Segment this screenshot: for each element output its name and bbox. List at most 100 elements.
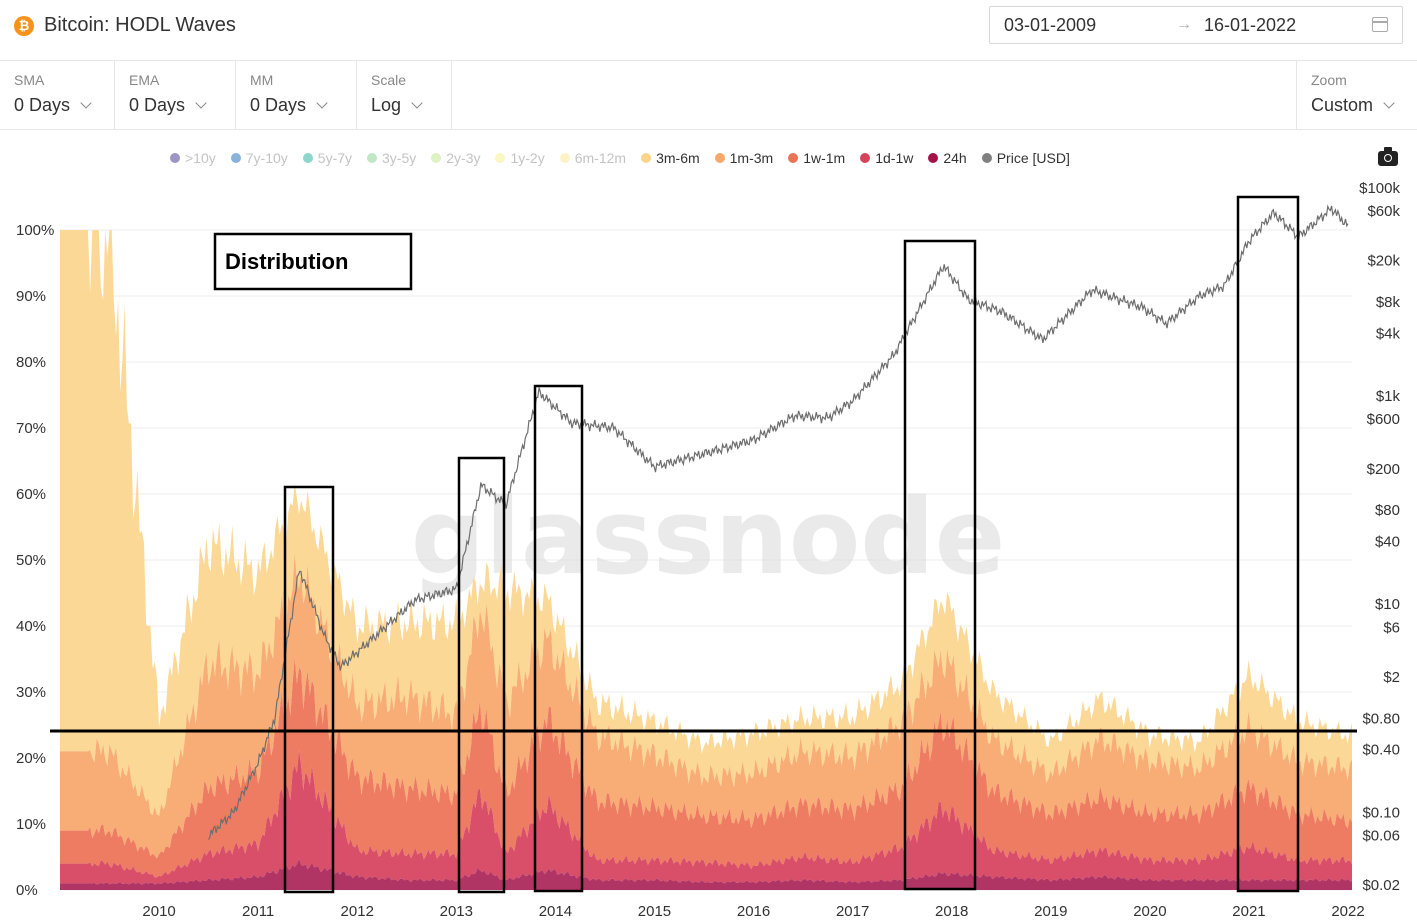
y-right-tick-label: $20k <box>1367 253 1400 270</box>
price-series <box>208 204 1349 840</box>
legend-dot-icon <box>302 153 313 164</box>
legend-item[interactable]: >10y <box>170 150 216 166</box>
legend-item[interactable]: 3y-5y <box>367 150 416 166</box>
distribution-box <box>1236 195 1300 893</box>
annotations: Distribution <box>50 195 1357 894</box>
legend-dot-icon <box>981 153 992 164</box>
camera-icon[interactable] <box>1378 147 1398 166</box>
scale-label: Scale <box>371 72 407 88</box>
chevron-down-icon <box>316 97 328 109</box>
y-right-tick-label: $200 <box>1367 461 1400 478</box>
legend-label: 3y-5y <box>382 150 417 166</box>
date-end-input[interactable]: 16-01-2022 <box>1204 15 1297 35</box>
x-tick-label: 2022 <box>1331 903 1364 920</box>
ema-dropdown[interactable]: EMA 0 Days <box>115 61 236 129</box>
legend-label: 3m-6m <box>656 150 700 166</box>
legend-label: 1w-1m <box>803 150 846 166</box>
y-left-tick-label: 50% <box>16 552 46 569</box>
y-right-tick-label: $0.02 <box>1362 877 1400 894</box>
legend-label: 5y-7y <box>317 150 353 166</box>
y-right-tick-label: $10 <box>1375 596 1400 613</box>
y-right-tick-label: $0.80 <box>1362 710 1400 727</box>
chevron-down-icon <box>411 97 423 109</box>
area-1m-3m <box>60 552 1352 859</box>
x-tick-label: 2018 <box>935 903 968 920</box>
y-right-tick-label: $100k <box>1359 180 1400 197</box>
sma-value[interactable]: 0 Days <box>14 95 92 116</box>
legend-item[interactable]: 1d-1w <box>860 150 913 166</box>
legend-item[interactable]: 2y-3y <box>431 150 480 166</box>
legend-dot-icon <box>170 153 180 164</box>
legend-item[interactable]: Price [USD] <box>981 150 1070 166</box>
legend-item[interactable]: 1w-1m <box>788 150 845 166</box>
date-range-picker[interactable]: 03-01-2009 → 16-01-2022 <box>989 6 1403 44</box>
annotation-box <box>213 232 413 291</box>
bitcoin-logo-icon: ₿ <box>14 16 34 36</box>
x-tick-label: 2016 <box>737 903 770 920</box>
legend-item[interactable]: 5y-7y <box>302 150 353 166</box>
y-left-tick-label: 20% <box>16 750 46 767</box>
zoom-value[interactable]: Custom <box>1311 95 1395 116</box>
x-tick-label: 2012 <box>341 903 374 920</box>
x-tick-label: 2015 <box>638 903 671 920</box>
hodl-waves-chart: glassnode 0%10%20%30%40%50%60%70%80%90%1… <box>16 180 1401 920</box>
legend-dot-icon <box>860 153 871 164</box>
ema-value[interactable]: 0 Days <box>129 95 207 116</box>
y-left-tick-label: 0% <box>16 882 38 899</box>
y-right-tick-label: $600 <box>1367 411 1400 428</box>
legend-dot-icon <box>230 153 241 164</box>
y-right-tick-label: $60k <box>1367 203 1400 220</box>
legend-item[interactable]: 7y-10y <box>230 150 288 166</box>
x-tick-label: 2021 <box>1232 903 1265 920</box>
y-right-tick-label: $1k <box>1376 388 1401 405</box>
x-axis: 2010 2011 2012 2013 2014 2015 2016 2017 2018 2019… <box>142 903 1364 920</box>
price-line <box>208 204 1349 840</box>
y-left-tick-label: 70% <box>16 420 46 437</box>
legend-item[interactable]: 3m-6m <box>641 150 700 166</box>
y-left-axis: 0% 10% 20% 30% 40% 50% 60% 70% 80% 90% 100% <box>16 222 54 899</box>
date-start-input[interactable]: 03-01-2009 <box>1004 15 1097 35</box>
y-left-tick-label: 40% <box>16 618 46 635</box>
legend-dot-icon <box>714 153 725 164</box>
y-right-tick-label: $80 <box>1375 502 1400 519</box>
x-tick-label: 2020 <box>1133 903 1166 920</box>
y-right-tick-label: $4k <box>1376 325 1401 342</box>
legend-dot-icon <box>495 153 506 164</box>
legend-dot-icon <box>788 153 799 164</box>
sma-dropdown[interactable]: SMA 0 Days <box>0 61 115 129</box>
y-left-tick-label: 100% <box>16 222 54 239</box>
y-right-tick-label: $0.40 <box>1362 742 1400 759</box>
legend-label: >10y <box>185 150 216 166</box>
area-3m-6m <box>60 230 1352 816</box>
zoom-dropdown[interactable]: Zoom Custom <box>1296 61 1417 129</box>
chevron-down-icon <box>80 97 92 109</box>
calendar-icon[interactable] <box>1372 17 1388 32</box>
y-right-tick-label: $40 <box>1375 534 1400 551</box>
mm-value[interactable]: 0 Days <box>250 95 328 116</box>
x-tick-label: 2011 <box>242 903 274 920</box>
y-left-tick-label: 10% <box>16 816 46 833</box>
legend-item[interactable]: 6m-12m <box>559 150 626 166</box>
distribution-box <box>283 485 335 894</box>
legend-item[interactable]: 1y-2y <box>495 150 545 166</box>
y-left-tick-label: 30% <box>16 684 46 701</box>
x-tick-label: 2013 <box>440 903 473 920</box>
legend-dot-icon <box>928 153 939 164</box>
chevron-down-icon <box>195 97 207 109</box>
x-tick-label: 2019 <box>1034 903 1067 920</box>
legend-dot-icon <box>431 153 442 164</box>
chart-controls: SMA 0 Days EMA 0 Days MM 0 Days Scale Lo… <box>0 61 1417 130</box>
mm-dropdown[interactable]: MM 0 Days <box>236 61 357 129</box>
scale-value[interactable]: Log <box>371 95 423 116</box>
scale-dropdown[interactable]: Scale Log <box>357 61 452 129</box>
area-24h <box>60 858 1352 890</box>
y-left-tick-label: 80% <box>16 354 46 371</box>
legend-item[interactable]: 1m-3m <box>714 150 773 166</box>
distribution-box <box>533 384 584 893</box>
area-1w-1m <box>60 657 1352 878</box>
y-right-tick-label: $2 <box>1383 669 1400 686</box>
legend-item[interactable]: 24h <box>928 150 967 166</box>
y-left-tick-label: 60% <box>16 486 46 503</box>
page-title: Bitcoin: HODL Waves <box>44 14 236 36</box>
legend-label: 2y-3y <box>446 150 481 166</box>
